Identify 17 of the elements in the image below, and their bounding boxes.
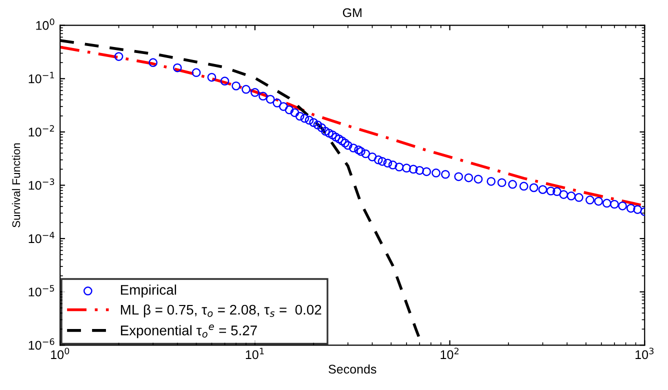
y-tick-label: 10$^{−5}$ (28, 285, 54, 296)
legend-label: ML β = 0.75, τ$_{o}$ = 2.08, τ$_{s}$ = 0.02 (120, 304, 322, 318)
y-tick-label: 10$^{−3}$ (28, 178, 54, 190)
x-axis-title: Seconds (328, 364, 376, 374)
y-axis-title: Survival Function (12, 143, 20, 228)
chart-title: GM (342, 8, 362, 18)
y-tick-label: 10$^{−4}$ (28, 232, 54, 244)
legend-label: Empirical (120, 284, 176, 298)
y-tick-label: 10$^{−2}$ (28, 125, 54, 137)
y-tick-label: 10$^{−1}$ (28, 72, 54, 84)
x-tick-label: 10$^{3}$ (636, 348, 654, 360)
y-tick-label: 10$^{0}$ (36, 18, 54, 30)
legend-label: Exponential τ$_{o}$$^{e}$ = 5.27 (120, 324, 257, 338)
x-tick-label: 10$^{2}$ (440, 348, 458, 360)
x-tick-label: 10$^{0}$ (51, 348, 70, 360)
y-tick-label: 10$^{−6}$ (28, 338, 54, 350)
x-tick-label: 10$^{1}$ (246, 348, 264, 360)
